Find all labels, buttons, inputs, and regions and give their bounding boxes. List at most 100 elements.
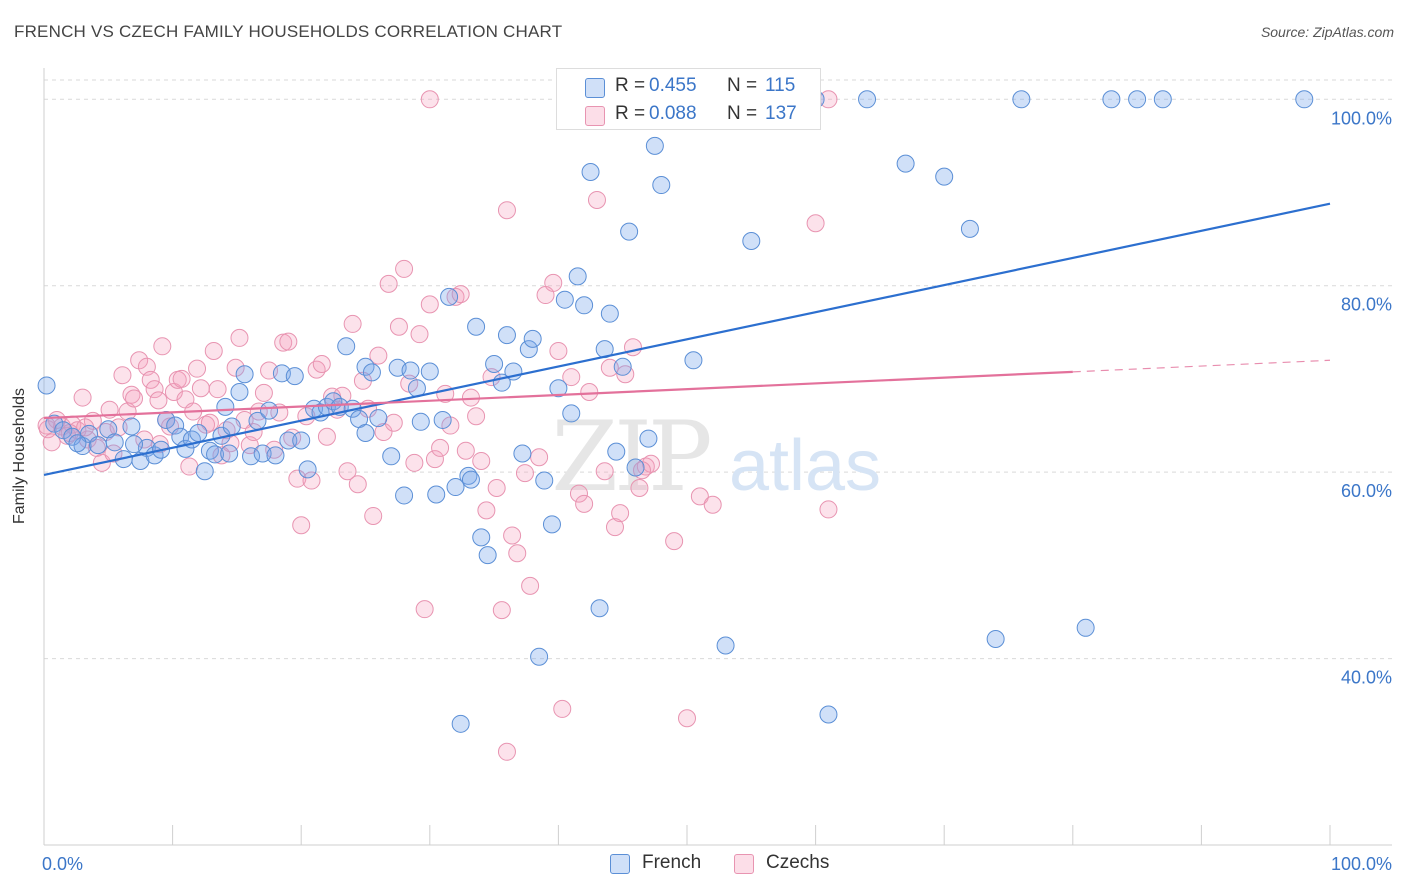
french-point <box>478 546 497 565</box>
czech-point <box>451 285 470 304</box>
french-point <box>497 326 516 345</box>
french-point <box>1076 618 1095 637</box>
czech-point <box>145 380 164 399</box>
czech-point <box>204 341 223 360</box>
french-point <box>362 363 381 382</box>
y-tick-label: 60.0% <box>1341 481 1392 501</box>
legend-r-label: R = <box>615 103 646 124</box>
french-point <box>279 431 298 450</box>
french-point <box>45 414 64 433</box>
czech-point <box>521 576 540 595</box>
french-point <box>395 486 414 505</box>
czech-point <box>307 360 326 379</box>
french-point <box>652 176 671 195</box>
legend-r-value: 0.455 <box>649 75 697 96</box>
czech-point <box>212 446 231 465</box>
french-point <box>125 435 144 454</box>
french-point <box>451 714 470 733</box>
czech-point <box>200 413 219 432</box>
czech-point <box>508 544 527 563</box>
legend-n-value: 137 <box>765 103 797 124</box>
czech-point <box>415 600 434 619</box>
french-point <box>620 222 639 241</box>
french-point <box>68 434 87 453</box>
french-point <box>1295 90 1314 109</box>
french-point <box>166 416 185 435</box>
czech-point <box>113 366 132 385</box>
czech-point <box>819 500 838 519</box>
french-point <box>896 154 915 173</box>
french-point <box>513 444 532 463</box>
french-point <box>356 423 375 442</box>
y-tick-label: 100.0% <box>1331 108 1392 128</box>
czech-point <box>575 494 594 513</box>
french-point <box>519 340 538 359</box>
french-point <box>960 219 979 238</box>
french-point <box>467 317 486 336</box>
french-point <box>639 429 658 448</box>
french-point <box>1128 90 1147 109</box>
czech-point <box>348 475 367 494</box>
french-point <box>230 382 249 401</box>
czech-point <box>130 351 149 370</box>
czech-point <box>254 383 273 402</box>
czech-point <box>600 358 619 377</box>
french-point <box>626 458 645 477</box>
czech-point <box>420 90 439 109</box>
czech-point <box>265 440 284 459</box>
french-trend-line <box>43 202 1331 477</box>
czech-point <box>405 453 424 472</box>
czech-point <box>288 469 307 488</box>
french-point <box>590 599 609 618</box>
czech-point <box>317 427 336 446</box>
czech-point <box>562 368 581 387</box>
bottom-legend-french-label: French <box>642 852 702 873</box>
czech-point <box>549 341 568 360</box>
czech-point <box>302 471 321 490</box>
french-point <box>530 647 549 666</box>
czech-point <box>420 295 439 314</box>
french-point <box>935 167 954 186</box>
czech-point <box>703 495 722 514</box>
french-point <box>535 471 554 490</box>
czech-point <box>678 709 696 728</box>
czech-point <box>379 274 398 293</box>
french-point <box>99 420 118 439</box>
czech-trend-extension <box>1072 359 1331 373</box>
french-point <box>986 629 1005 648</box>
bottom-swatch-czechs <box>734 854 754 874</box>
legend-row-french: R = 0.455 N = 115 <box>557 72 820 102</box>
czech-point <box>73 388 92 407</box>
french-point <box>37 376 56 395</box>
czech-point <box>188 359 207 378</box>
czech-point <box>118 402 137 421</box>
czech-point <box>630 478 649 497</box>
czech-point <box>665 532 684 551</box>
czech-point <box>595 462 614 481</box>
french-point <box>600 304 619 323</box>
axis-labels: 40.0% 60.0% 80.0% 100.0% 0.0% 100.0% <box>42 108 1392 874</box>
bottom-legend: French Czechs <box>0 852 1406 878</box>
y-tick-label: 80.0% <box>1341 295 1392 315</box>
french-point <box>298 460 317 479</box>
y-tick-label: 40.0% <box>1341 668 1392 688</box>
french-point <box>1102 90 1121 109</box>
czech-point <box>180 457 199 476</box>
y-axis-label: Family Households <box>11 387 28 525</box>
czech-point <box>312 355 331 374</box>
czech-point <box>623 338 642 357</box>
czech-point <box>292 516 311 535</box>
french-point <box>613 357 632 376</box>
french-point <box>242 447 261 466</box>
czech-point <box>544 273 563 292</box>
watermark: ZIP atlas <box>551 401 881 513</box>
french-point <box>684 351 703 370</box>
czech-point <box>425 450 444 469</box>
czech-point <box>279 332 298 351</box>
x-tick-label: 100.0% <box>1331 854 1392 874</box>
czech-point <box>497 742 516 761</box>
czech-point <box>431 438 450 457</box>
czech-point <box>343 314 362 333</box>
source-text: Source: ZipAtlas.com <box>1260 24 1394 40</box>
trend-lines <box>43 202 1331 477</box>
